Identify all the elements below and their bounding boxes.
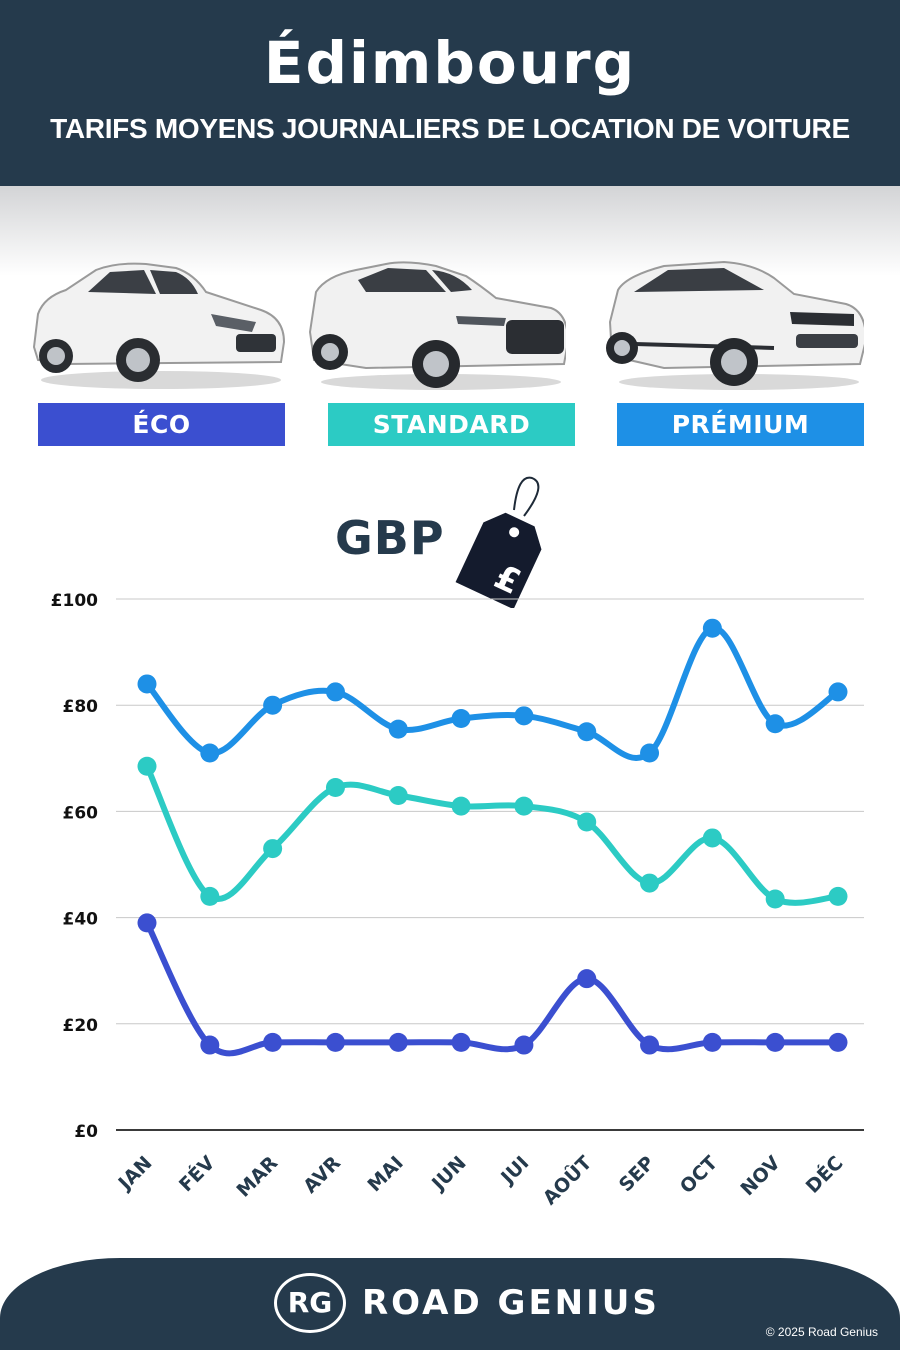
hatchback-car-icon [26, 252, 286, 392]
data-point [137, 674, 157, 694]
data-point [514, 1035, 534, 1055]
data-point [137, 913, 157, 933]
x-tick-label: FÉV [174, 1151, 219, 1196]
y-tick-label: £40 [63, 910, 99, 930]
y-tick-label: £60 [63, 803, 99, 823]
footer-bar [0, 1258, 900, 1350]
x-tick-label: MAI [363, 1152, 407, 1196]
suv-car-icon [306, 252, 570, 392]
price-tag-icon: £ [452, 468, 552, 610]
data-point [577, 812, 597, 832]
data-point [200, 886, 220, 906]
x-tick-label: AVR [299, 1152, 345, 1198]
currency-label: GBP [335, 511, 445, 565]
data-point [451, 708, 471, 728]
data-point [828, 886, 848, 906]
data-point [200, 1035, 220, 1055]
line-chart: £0 £20 £40 £60 £80 £100 JAN FÉV MAR AVR MAI JUN JUI… [51, 591, 864, 1210]
data-point [828, 1032, 848, 1052]
page-subtitle: TARIFS MOYENS JOURNALIERS DE LOCATION DE… [50, 113, 850, 144]
data-point [640, 743, 660, 763]
y-tick-label: £100 [51, 591, 98, 611]
data-point [263, 1032, 283, 1052]
header-banner: Édimbourg TARIFS MOYENS JOURNALIERS DE L… [0, 0, 900, 186]
data-point [640, 873, 660, 893]
y-tick-label: £20 [63, 1016, 99, 1036]
data-point [325, 682, 345, 702]
legend-badge-standard: STANDARD [328, 403, 575, 446]
x-tick-label: MAR [232, 1152, 282, 1202]
legend-badge-premium: PRÉMIUM [617, 403, 864, 446]
header-shadow [0, 186, 900, 276]
data-point [514, 796, 534, 816]
series-line-0 [144, 625, 841, 761]
data-point [702, 618, 722, 638]
data-point [325, 778, 345, 798]
data-point [451, 1032, 471, 1052]
y-tick-label: £80 [63, 697, 99, 717]
data-point [137, 756, 157, 776]
data-point [577, 969, 597, 989]
x-tick-label: NOV [736, 1152, 784, 1200]
series-line-2 [144, 919, 841, 1057]
x-tick-label: JAN [113, 1152, 157, 1196]
data-point [702, 828, 722, 848]
data-point [577, 722, 597, 742]
data-point [514, 706, 534, 726]
data-point [263, 839, 283, 859]
data-point [765, 1032, 785, 1052]
x-tick-label: SEP [615, 1152, 659, 1196]
y-tick-label: £0 [74, 1122, 98, 1142]
x-tick-label: AOÛT [537, 1151, 596, 1210]
data-point [765, 714, 785, 734]
data-point [388, 719, 408, 739]
road-genius-logo: RG [274, 1273, 346, 1333]
data-point [325, 1032, 345, 1052]
data-point [388, 785, 408, 805]
x-tick-label: JUN [426, 1152, 470, 1196]
series-line-1 [144, 763, 841, 906]
x-tick-label: DÉC [801, 1151, 847, 1197]
page-title: Édimbourg [263, 29, 637, 97]
x-tick-label: OCT [676, 1152, 722, 1198]
data-point [640, 1035, 660, 1055]
x-tick-label: JUI [496, 1152, 534, 1190]
data-point [702, 1032, 722, 1052]
legend-badge-eco: ÉCO [38, 403, 285, 446]
data-point [200, 743, 220, 763]
data-point [263, 695, 283, 715]
data-point [828, 682, 848, 702]
data-point [388, 1032, 408, 1052]
data-point [765, 889, 785, 909]
copyright-text: © 2025 Road Genius [765, 1325, 878, 1339]
premium-suv-car-icon [604, 252, 868, 392]
data-point [451, 796, 471, 816]
brand-name: ROAD GENIUS [362, 1283, 660, 1323]
